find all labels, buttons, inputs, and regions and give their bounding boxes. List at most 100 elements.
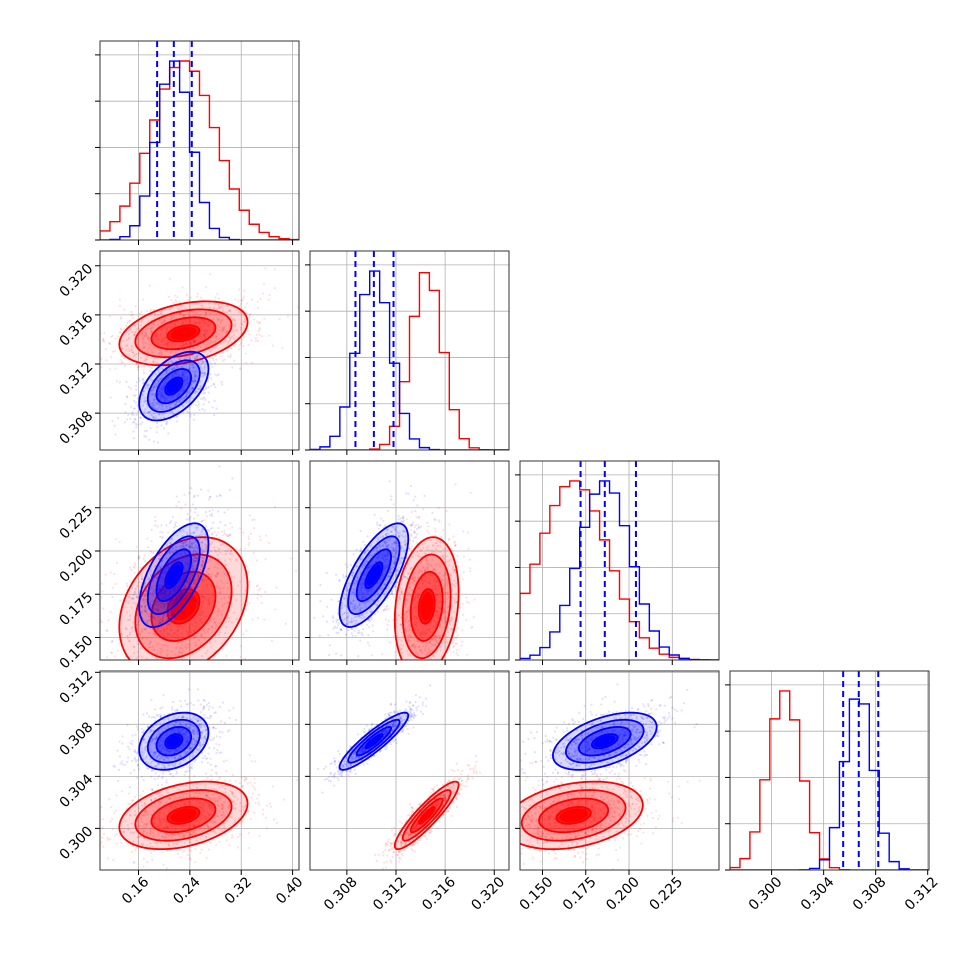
scatter-point [188, 492, 191, 495]
scatter-point [226, 350, 229, 353]
scatter-point [125, 349, 128, 352]
scatter-point [370, 564, 373, 567]
scatter-point [166, 339, 169, 342]
scatter-point [434, 682, 436, 684]
scatter-point [237, 300, 240, 303]
scatter-point [414, 571, 417, 575]
scatter-point [404, 538, 407, 541]
scatter-point [438, 571, 441, 575]
scatter-point [103, 331, 106, 335]
scatter-point [415, 608, 418, 611]
scatter-point [179, 592, 182, 595]
scatter-point [155, 703, 157, 705]
scatter-point [123, 677, 125, 679]
scatter-point [193, 511, 196, 514]
scatter-point [217, 297, 221, 300]
scatter-point [217, 333, 220, 336]
scatter-point [187, 563, 190, 566]
scatter-point [166, 602, 169, 605]
scatter-point [219, 543, 223, 547]
scatter-point [194, 559, 198, 563]
scatter-point [154, 398, 157, 401]
scatter-point [184, 383, 187, 387]
scatter-point [209, 322, 213, 325]
scatter-point [191, 565, 194, 568]
scatter-point [201, 361, 205, 364]
scatter-point [182, 564, 186, 568]
scatter-point [212, 335, 215, 338]
scatter-point [412, 579, 415, 582]
scatter-point [158, 351, 161, 355]
scatter-point [399, 616, 403, 619]
scatter-point [188, 320, 191, 323]
scatter-point [165, 349, 168, 353]
scatter-point [165, 405, 168, 408]
scatter-point [169, 327, 172, 330]
scatter-point [413, 615, 416, 618]
scatter-point [403, 613, 407, 616]
scatter-point [432, 655, 435, 658]
scatter-point [158, 554, 161, 558]
scatter-point [204, 534, 207, 537]
scatter-point [426, 666, 428, 668]
scatter-point [145, 400, 148, 403]
scatter-point [248, 541, 251, 544]
scatter-point [412, 539, 415, 543]
scatter-point [418, 633, 422, 636]
scatter-point [189, 396, 192, 399]
scatter-point [180, 546, 183, 550]
scatter-point [144, 600, 147, 603]
scatter-point [173, 394, 176, 397]
scatter-point [265, 534, 268, 537]
scatter-point [178, 390, 181, 393]
scatter-point [163, 604, 167, 607]
scatter-point [174, 525, 177, 528]
scatter-point [185, 570, 188, 573]
scatter-point [254, 337, 257, 340]
scatter-point [243, 320, 247, 323]
scatter-point [140, 627, 143, 631]
scatter-point [185, 629, 188, 632]
scatter-point [466, 653, 469, 656]
scatter-point [181, 374, 184, 378]
scatter-point [420, 631, 423, 634]
scatter-point [417, 628, 420, 631]
scatter-point [182, 574, 186, 577]
scatter-point [113, 424, 116, 427]
scatter-point [201, 564, 204, 567]
scatter-point [164, 567, 167, 570]
scatter-point [215, 312, 218, 315]
scatter-point [383, 567, 387, 570]
scatter-point [133, 571, 136, 574]
scatter-point [84, 353, 86, 355]
scatter-point [148, 592, 151, 595]
scatter-point [167, 369, 170, 372]
scatter-point [221, 330, 224, 333]
scatter-point [222, 327, 225, 330]
scatter-point [192, 380, 195, 383]
scatter-point [183, 551, 186, 554]
scatter-point [200, 360, 203, 363]
scatter-point [150, 330, 154, 334]
scatter-point [162, 395, 165, 398]
scatter-point [140, 605, 143, 608]
scatter-point [156, 571, 159, 574]
scatter-point [146, 351, 150, 354]
contour-line [150, 570, 217, 642]
scatter-point [153, 398, 156, 402]
scatter-point [198, 314, 201, 317]
scatter-point [203, 409, 206, 412]
scatter-point [166, 589, 169, 593]
scatter-point [153, 617, 156, 620]
scatter-point [154, 519, 157, 523]
scatter-point [188, 643, 191, 646]
scatter-point [183, 566, 186, 569]
scatter-point [335, 573, 338, 576]
scatter-point [134, 602, 137, 605]
scatter-point [415, 624, 419, 627]
scatter-point [165, 422, 168, 426]
scatter-point [137, 619, 140, 622]
scatter-point [111, 595, 114, 599]
scatter-point [188, 629, 191, 632]
scatter-point [361, 614, 365, 617]
